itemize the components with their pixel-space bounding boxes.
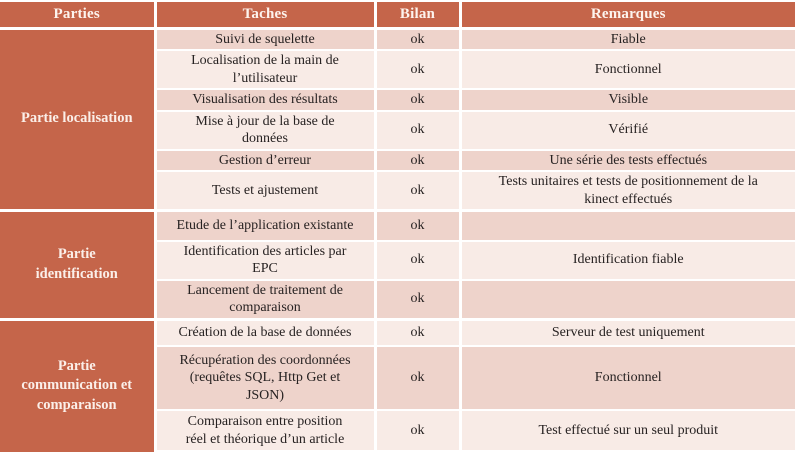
- remark-cell: Fonctionnel: [458, 345, 795, 411]
- task-cell: Lancement de traitement de comparaison: [155, 278, 377, 320]
- bilan-cell: ok: [373, 209, 462, 242]
- bilan-cell: ok: [373, 239, 462, 281]
- table-row: Identification des articles par EPC ok I…: [0, 239, 795, 281]
- bilan-cell: ok: [373, 317, 462, 347]
- table-row: Comparaison entre position réel et théor…: [0, 409, 795, 454]
- remark-cell: Identification fiable: [458, 239, 795, 281]
- task-cell: Récupération des coordonnées (requêtes S…: [155, 345, 377, 411]
- remark-cell: Serveur de test uniquement: [458, 317, 795, 347]
- party-cell-localisation: Partie localisation: [0, 26, 157, 211]
- table-row: Localisation de la main de l’utilisateur…: [0, 49, 795, 90]
- header-cell-bilan: Bilan: [373, 2, 462, 30]
- remark-cell: Une série des tests effectués: [458, 148, 795, 172]
- bilan-cell: ok: [373, 88, 462, 112]
- bilan-cell: ok: [373, 148, 462, 172]
- header-cell-remarques: Remarques: [458, 2, 795, 30]
- task-cell: Gestion d’erreur: [155, 148, 377, 172]
- remark-cell: Fonctionnel: [458, 49, 795, 90]
- table-row: Récupération des coordonnées (requêtes S…: [0, 345, 795, 411]
- table-row: Partie localisation Suivi de squelette o…: [0, 26, 795, 211]
- table-row: Lancement de traitement de comparaison o…: [0, 278, 795, 320]
- task-cell: Création de la base de données: [153, 317, 377, 347]
- remark-cell: Vérifié: [458, 109, 795, 151]
- table-row: Tests et ajustement ok Tests unitaires e…: [0, 170, 795, 212]
- task-cell: Localisation de la main de l’utilisateur: [155, 49, 377, 90]
- task-cell: Comparaison entre position réel et théor…: [155, 409, 377, 454]
- party-cell-identification: Partie identification: [0, 209, 157, 319]
- table-row: Partie identification Etude de l’applica…: [0, 209, 795, 319]
- header-cell-taches: Taches: [153, 2, 377, 30]
- table-row: Gestion d’erreur ok Une série des tests …: [0, 148, 795, 172]
- remark-cell: [458, 209, 795, 242]
- bilan-cell: ok: [373, 409, 462, 454]
- task-cell: Tests et ajustement: [155, 170, 377, 212]
- remark-cell: [458, 278, 795, 320]
- task-cell: Mise à jour de la base de données: [155, 109, 377, 151]
- bilan-cell: ok: [373, 49, 462, 90]
- remark-cell: Tests unitaires et tests de positionneme…: [458, 170, 795, 212]
- header-row: Parties Taches Bilan Remarques: [0, 2, 795, 30]
- task-cell: Etude de l’application existante: [153, 209, 377, 242]
- bilan-cell: ok: [373, 109, 462, 151]
- remark-cell: Test effectué sur un seul produit: [458, 409, 795, 454]
- table-row: Partie communication et comparaison Créa…: [0, 317, 795, 452]
- remark-cell: Visible: [458, 88, 795, 112]
- bilan-cell: ok: [373, 170, 462, 212]
- task-cell: Suivi de squelette: [153, 26, 377, 51]
- table-row: Mise à jour de la base de données ok Vér…: [0, 109, 795, 151]
- remark-cell: Fiable: [458, 26, 795, 51]
- party-cell-communication: Partie communication et comparaison: [0, 317, 157, 452]
- bilan-cell: ok: [373, 26, 462, 51]
- task-cell: Identification des articles par EPC: [155, 239, 377, 281]
- table-row: Visualisation des résultats ok Visible: [0, 88, 795, 112]
- header-cell-parties: Parties: [0, 2, 157, 30]
- bilan-cell: ok: [373, 345, 462, 411]
- bilan-cell: ok: [373, 278, 462, 320]
- task-cell: Visualisation des résultats: [155, 88, 377, 112]
